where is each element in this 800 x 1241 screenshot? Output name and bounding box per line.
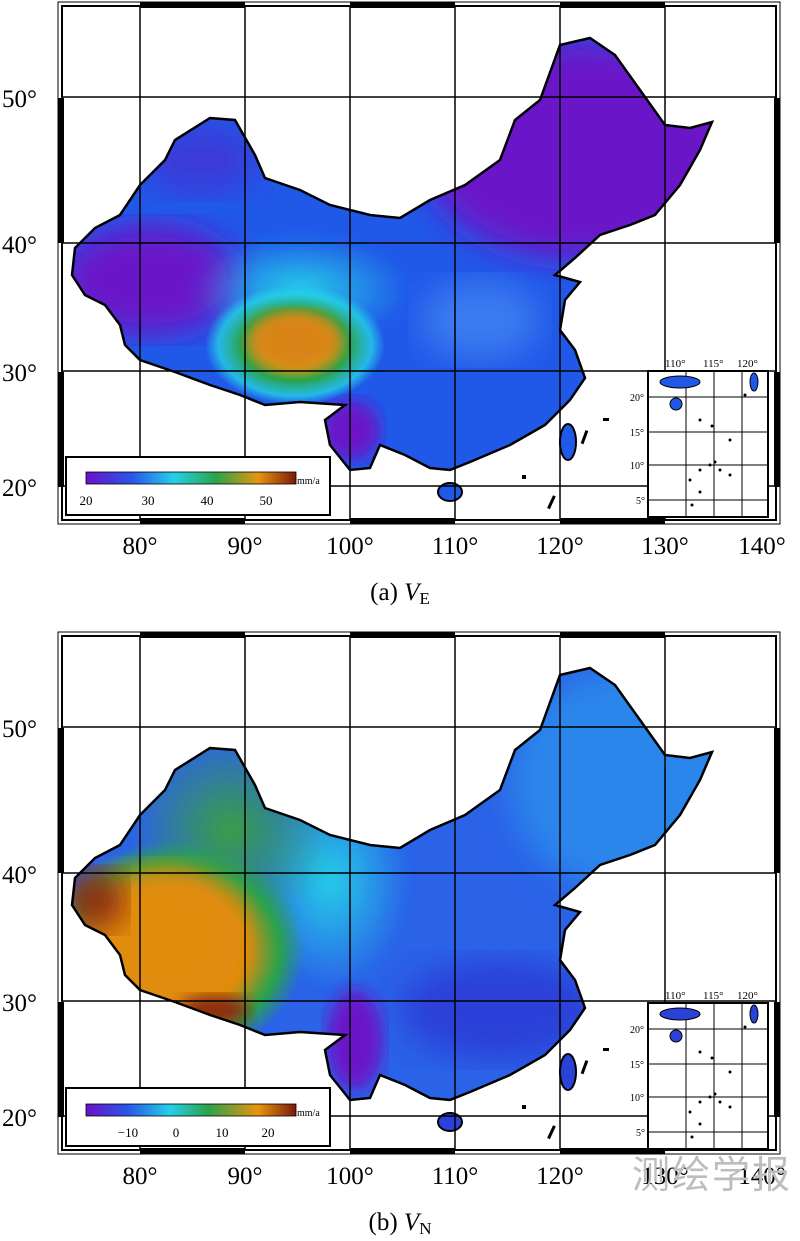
svg-text:140°: 140° [738, 1163, 786, 1190]
svg-text:115°: 115° [703, 990, 724, 1002]
svg-text:40°: 40° [2, 862, 37, 889]
colorbar-tick: −10 [118, 1125, 138, 1140]
svg-text:40°: 40° [2, 232, 37, 259]
colorbar-tick: 20 [262, 1125, 275, 1140]
svg-text:140°: 140° [738, 533, 786, 560]
inset-south-china-sea: 110° 115° 120° 20° 15° 10° 5° [630, 358, 769, 518]
colorbar-tick: 30 [142, 493, 155, 508]
svg-text:5°: 5° [636, 496, 645, 507]
svg-text:110°: 110° [665, 990, 686, 1002]
colorbar-tick: 10 [216, 1125, 229, 1140]
journal-watermark: 测绘学报 [631, 1153, 792, 1197]
colorbar-tick: 20 [80, 493, 93, 508]
svg-text:130°: 130° [641, 1163, 689, 1190]
svg-text:20°: 20° [630, 393, 644, 404]
svg-text:20°: 20° [2, 475, 37, 502]
svg-text:50°: 50° [2, 716, 37, 743]
colorbar-tick: 40 [201, 493, 214, 508]
colorbar-ve: mm/a 20 30 40 50 [65, 456, 331, 516]
svg-text:15°: 15° [630, 428, 644, 439]
svg-text:30°: 30° [2, 360, 37, 387]
lon-labels: 80° 90° 100° 110° 120° 130° 140° [123, 1163, 786, 1190]
svg-text:20°: 20° [2, 1105, 37, 1132]
svg-text:15°: 15° [630, 1060, 644, 1071]
frame-ticks [58, 632, 780, 1154]
svg-text:30°: 30° [2, 990, 37, 1017]
frame-ticks [58, 2, 780, 524]
colorbar-tick: 0 [173, 1125, 180, 1140]
lon-labels: 80° 90° 100° 110° 120° 130° 140° [123, 533, 786, 560]
colorbar-vn: mm/a −10 0 10 20 [65, 1087, 331, 1147]
svg-text:5°: 5° [636, 1128, 645, 1139]
panel-vn: mm/a −10 0 10 20 110° 115° 120° [2, 631, 786, 1238]
panel-caption: (a) VE [370, 579, 430, 608]
svg-text:90°: 90° [228, 533, 263, 560]
graticule [62, 636, 776, 1150]
inset-south-china-sea: 110° 115° 120° 20° 15° 10° 5° [630, 990, 769, 1150]
hainan-island [437, 1112, 463, 1132]
svg-text:120°: 120° [737, 990, 758, 1002]
svg-text:100°: 100° [326, 533, 374, 560]
taiwan-island [559, 1053, 577, 1091]
svg-text:20°: 20° [630, 1025, 644, 1036]
svg-text:120°: 120° [536, 533, 584, 560]
lat-labels: 50° 40° 30° 20° [2, 716, 37, 1132]
svg-text:110°: 110° [665, 358, 686, 370]
panel-ve: mm/a 20 30 40 50 110° 115° 120° [2, 1, 786, 608]
svg-text:110°: 110° [432, 1163, 479, 1190]
svg-text:120°: 120° [737, 358, 758, 370]
svg-text:100°: 100° [326, 1163, 374, 1190]
svg-text:50°: 50° [2, 86, 37, 113]
svg-text:10°: 10° [630, 461, 644, 472]
lat-labels: 50° 40° 30° 20° [2, 86, 37, 502]
hainan-island [437, 482, 463, 502]
colorbar-unit: mm/a [297, 476, 320, 487]
svg-text:10°: 10° [630, 1093, 644, 1104]
svg-text:120°: 120° [536, 1163, 584, 1190]
svg-text:110°: 110° [432, 533, 479, 560]
colorbar-unit: mm/a [297, 1108, 320, 1119]
svg-text:115°: 115° [703, 358, 724, 370]
svg-text:80°: 80° [123, 1163, 158, 1190]
colorbar-tick: 50 [260, 493, 273, 508]
svg-text:90°: 90° [228, 1163, 263, 1190]
panel-caption: (b) VN [369, 1209, 432, 1238]
svg-text:130°: 130° [641, 533, 689, 560]
svg-text:80°: 80° [123, 533, 158, 560]
taiwan-island [559, 423, 577, 461]
